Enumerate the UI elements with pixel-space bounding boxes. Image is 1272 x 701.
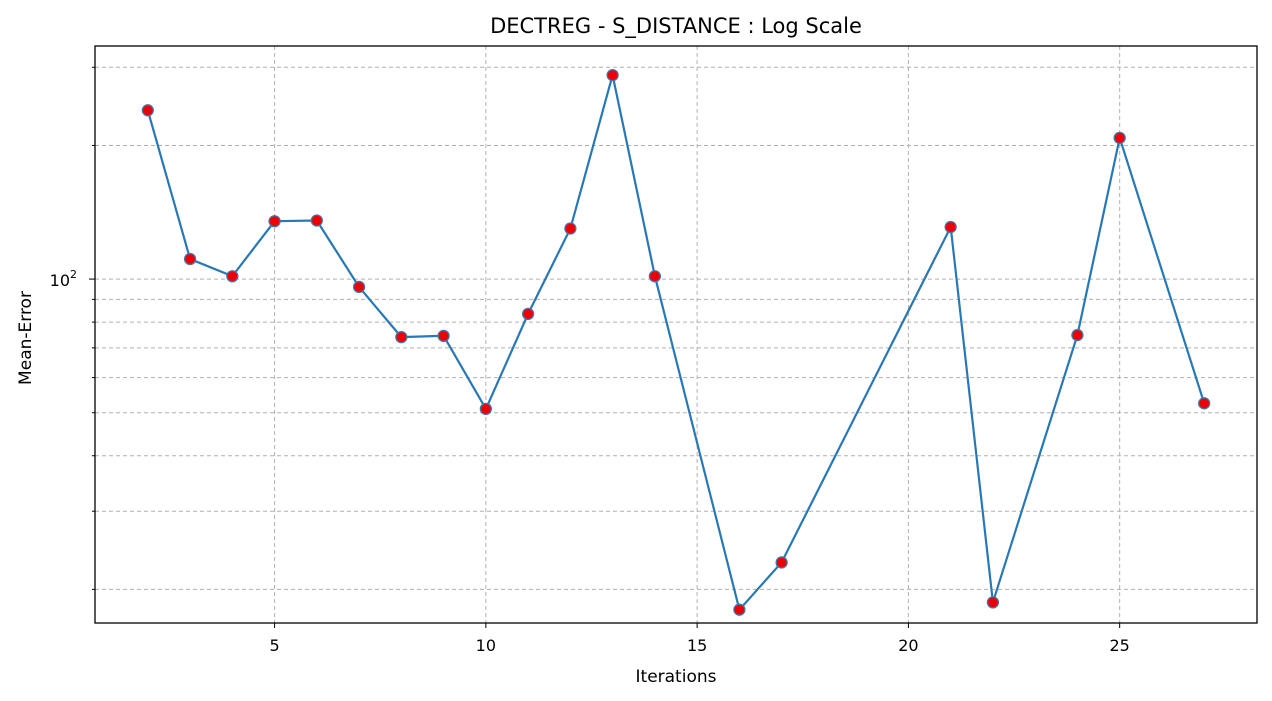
data-point [437, 329, 450, 342]
x-tick-label: 5 [269, 636, 279, 655]
axis-ticks: 5 10 15 20 25 [89, 66, 1130, 655]
grid-lines [95, 46, 1257, 623]
data-point [1071, 328, 1084, 342]
data-point [226, 270, 239, 283]
data-point [268, 215, 281, 228]
data-point [521, 307, 535, 321]
y-tick-label-100: 102 [50, 268, 77, 290]
data-point [141, 104, 154, 117]
x-tick-label: 15 [687, 636, 707, 655]
data-point [944, 220, 957, 234]
data-point [606, 68, 619, 82]
plot-frame [94, 45, 1258, 624]
data-point [733, 603, 746, 616]
data-point [1198, 397, 1211, 410]
data-point [648, 270, 662, 283]
x-axis-label: Iterations [636, 667, 717, 687]
data-point [310, 214, 323, 227]
data-point [775, 556, 788, 569]
x-tick-label: 25 [1109, 636, 1129, 655]
data-series [141, 68, 1211, 616]
data-point [986, 596, 1000, 609]
data-point [479, 402, 493, 416]
y-tick-label-base: 10 [50, 271, 70, 290]
data-point [564, 222, 577, 235]
data-point [183, 252, 197, 266]
series-line [146, 74, 1206, 612]
data-point [1113, 131, 1126, 145]
data-point [352, 280, 366, 294]
data-point [395, 330, 408, 344]
y-axis-label: Mean-Error [16, 291, 36, 385]
x-tick-label: 10 [476, 636, 496, 655]
x-tick-label: 20 [898, 636, 918, 655]
chart-title: DECTREG - S_DISTANCE : Log Scale [490, 14, 862, 39]
y-tick-label-exponent: 2 [70, 268, 77, 281]
